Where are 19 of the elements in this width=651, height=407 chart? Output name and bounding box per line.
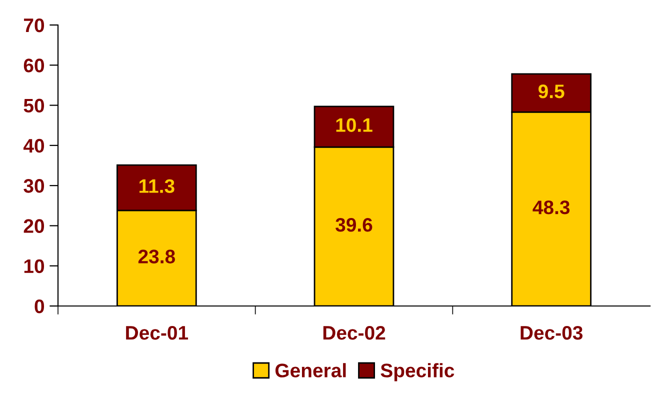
y-tick-label: 70 bbox=[24, 18, 44, 32]
y-tick-label: 20 bbox=[24, 219, 44, 233]
legend-label: General bbox=[275, 363, 346, 378]
x-tick-label: Dec-01 bbox=[126, 326, 188, 340]
x-tick-label: Dec-02 bbox=[323, 326, 386, 340]
data-label: 10.1 bbox=[336, 118, 372, 132]
data-label: 11.3 bbox=[140, 179, 174, 194]
y-tick-label: 0 bbox=[34, 299, 44, 314]
y-tick-label: 50 bbox=[24, 98, 44, 113]
legend-label: Specific bbox=[380, 363, 454, 382]
data-label: 23.8 bbox=[138, 250, 175, 264]
x-tick-label: Dec-03 bbox=[520, 326, 583, 340]
y-tick-label: 60 bbox=[24, 58, 44, 72]
y-tick-label: 30 bbox=[24, 179, 44, 193]
data-label: 9.5 bbox=[538, 84, 564, 98]
data-label: 48.3 bbox=[532, 200, 570, 214]
y-tick-label: 10 bbox=[24, 259, 44, 274]
y-tick-label: 40 bbox=[23, 138, 44, 153]
data-label: 39.6 bbox=[336, 218, 372, 232]
